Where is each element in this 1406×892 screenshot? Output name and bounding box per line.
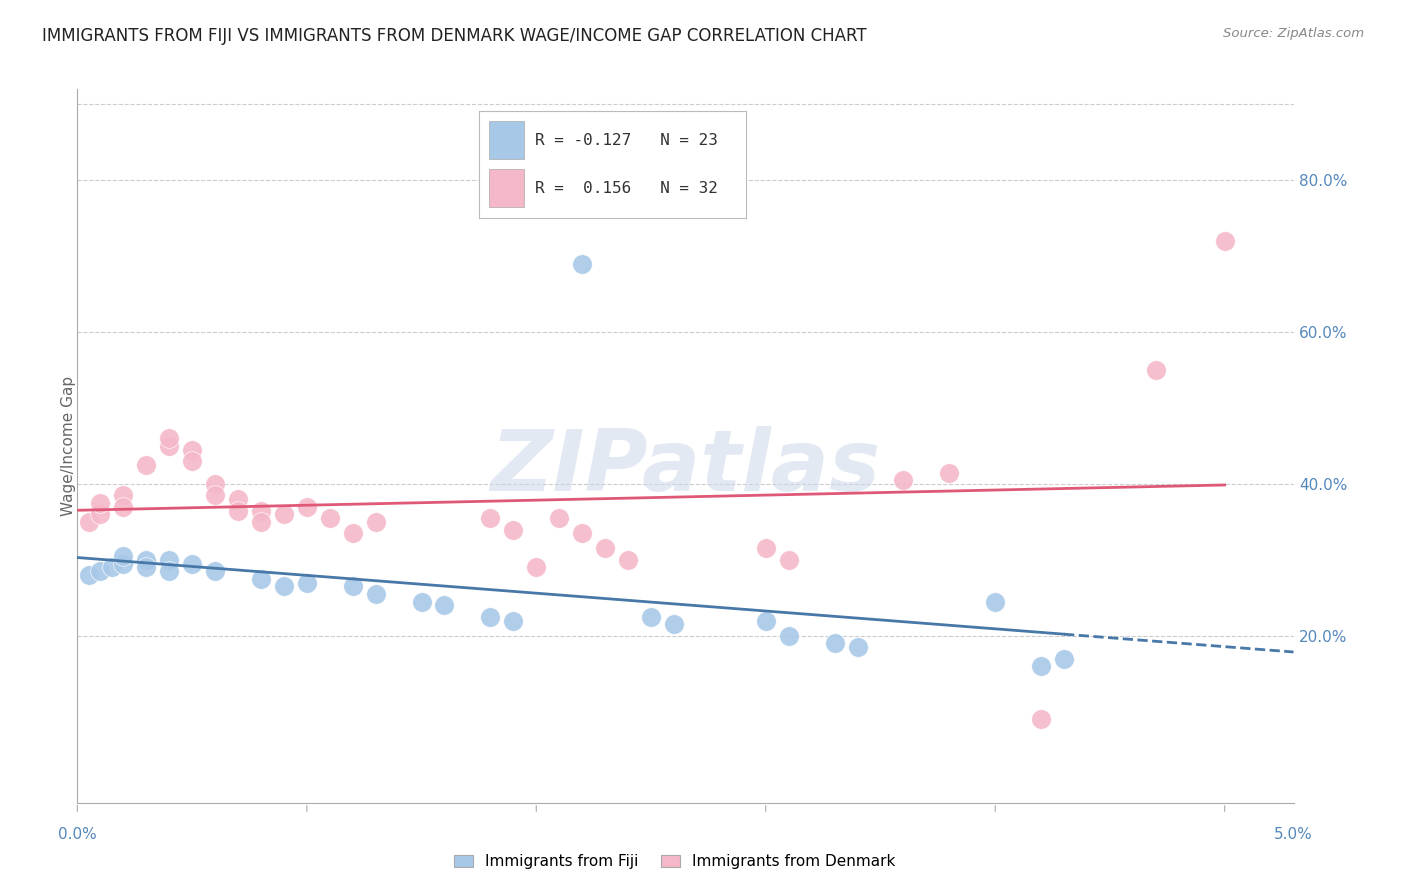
Text: IMMIGRANTS FROM FIJI VS IMMIGRANTS FROM DENMARK WAGE/INCOME GAP CORRELATION CHAR: IMMIGRANTS FROM FIJI VS IMMIGRANTS FROM … bbox=[42, 27, 868, 45]
Point bbox=[778, 629, 800, 643]
Point bbox=[89, 508, 111, 522]
Point bbox=[295, 500, 318, 514]
Point bbox=[226, 503, 249, 517]
Point bbox=[1213, 234, 1236, 248]
Point bbox=[433, 599, 456, 613]
Point bbox=[640, 609, 662, 624]
Point bbox=[157, 439, 180, 453]
Point bbox=[824, 636, 846, 650]
Point bbox=[617, 553, 640, 567]
Text: 0.0%: 0.0% bbox=[58, 827, 97, 841]
Point bbox=[204, 488, 226, 502]
Point bbox=[938, 466, 960, 480]
Point bbox=[411, 594, 433, 608]
Point bbox=[893, 473, 915, 487]
Point bbox=[273, 508, 295, 522]
Point bbox=[273, 579, 295, 593]
Point bbox=[135, 553, 157, 567]
Point bbox=[364, 515, 387, 529]
Point bbox=[226, 492, 249, 507]
Point bbox=[112, 549, 135, 563]
Point bbox=[364, 587, 387, 601]
Point bbox=[181, 454, 204, 468]
Point bbox=[112, 557, 135, 571]
Point bbox=[135, 458, 157, 472]
Point bbox=[846, 640, 869, 655]
Y-axis label: Wage/Income Gap: Wage/Income Gap bbox=[62, 376, 76, 516]
Point bbox=[571, 257, 593, 271]
Point bbox=[524, 560, 547, 574]
Point bbox=[135, 560, 157, 574]
Point bbox=[319, 511, 342, 525]
Legend: Immigrants from Fiji, Immigrants from Denmark: Immigrants from Fiji, Immigrants from De… bbox=[449, 848, 901, 875]
Point bbox=[89, 564, 111, 578]
Point bbox=[593, 541, 616, 556]
Point bbox=[755, 614, 778, 628]
Point bbox=[778, 553, 800, 567]
Point bbox=[1144, 363, 1167, 377]
Point bbox=[571, 526, 593, 541]
Point bbox=[479, 609, 502, 624]
Point bbox=[755, 541, 778, 556]
Point bbox=[342, 526, 364, 541]
Point bbox=[502, 614, 524, 628]
Text: ZIPatlas: ZIPatlas bbox=[491, 425, 880, 509]
Point bbox=[181, 442, 204, 457]
Point bbox=[1053, 651, 1076, 665]
Point bbox=[1029, 659, 1052, 673]
Point bbox=[112, 488, 135, 502]
Point bbox=[204, 477, 226, 491]
Point bbox=[295, 575, 318, 590]
Point bbox=[250, 515, 273, 529]
Point bbox=[502, 523, 524, 537]
Point bbox=[1029, 712, 1052, 726]
Point bbox=[342, 579, 364, 593]
Point bbox=[112, 500, 135, 514]
Point bbox=[157, 564, 180, 578]
Point bbox=[204, 564, 226, 578]
Point bbox=[89, 496, 111, 510]
Point bbox=[77, 568, 100, 582]
Point bbox=[479, 511, 502, 525]
Point bbox=[77, 515, 100, 529]
Point bbox=[984, 594, 1007, 608]
Point bbox=[181, 557, 204, 571]
Text: 5.0%: 5.0% bbox=[1274, 827, 1313, 841]
Point bbox=[157, 553, 180, 567]
Point bbox=[548, 511, 571, 525]
Text: Source: ZipAtlas.com: Source: ZipAtlas.com bbox=[1223, 27, 1364, 40]
Point bbox=[157, 431, 180, 445]
Point bbox=[100, 560, 122, 574]
Point bbox=[662, 617, 685, 632]
Point bbox=[250, 572, 273, 586]
Point bbox=[250, 503, 273, 517]
